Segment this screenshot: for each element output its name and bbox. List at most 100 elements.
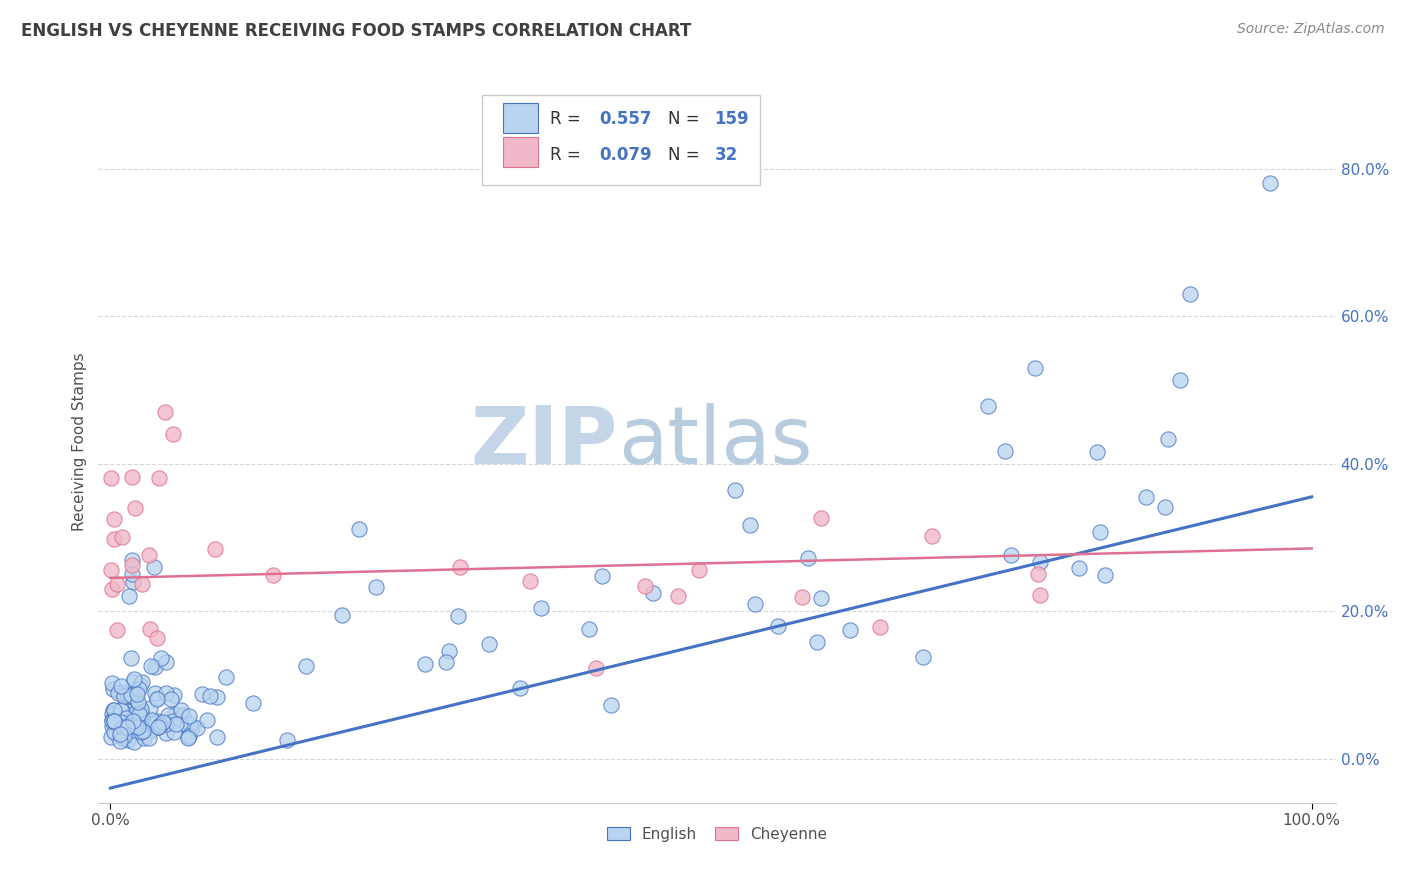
Point	[810, 511, 832, 525]
Point	[112, 719, 135, 733]
Point	[100, 719, 122, 733]
Point	[1000, 549, 1022, 563]
Text: 159: 159	[714, 110, 749, 128]
Point	[1088, 524, 1111, 539]
Point	[1168, 373, 1191, 387]
Point	[165, 717, 187, 731]
Point	[198, 690, 221, 704]
Point	[163, 688, 186, 702]
Point	[839, 623, 862, 637]
Text: N =: N =	[668, 145, 699, 164]
Point	[165, 706, 187, 721]
Point	[146, 631, 169, 645]
Point	[120, 651, 142, 665]
Point	[155, 725, 177, 739]
Point	[100, 707, 122, 722]
Point	[276, 733, 298, 747]
Point	[724, 483, 747, 497]
Point	[108, 727, 131, 741]
Point	[215, 670, 238, 684]
Point	[591, 569, 613, 583]
Point	[110, 703, 132, 717]
Point	[131, 720, 153, 734]
Point	[114, 711, 136, 725]
Point	[142, 560, 165, 574]
Point	[163, 725, 186, 739]
Point	[155, 655, 177, 669]
Point	[103, 512, 125, 526]
Point	[128, 706, 150, 721]
Point	[114, 726, 136, 740]
Point	[121, 714, 143, 728]
Point	[103, 714, 125, 728]
Point	[177, 731, 200, 746]
Point	[1157, 432, 1180, 446]
Point	[666, 590, 689, 604]
Point	[530, 601, 553, 615]
Point	[262, 568, 284, 582]
Point	[124, 718, 146, 732]
Point	[100, 730, 122, 744]
Y-axis label: Receiving Food Stamps: Receiving Food Stamps	[72, 352, 87, 531]
Point	[112, 690, 135, 704]
Point	[118, 590, 141, 604]
Point	[131, 577, 153, 591]
Point	[101, 582, 124, 597]
Point	[134, 719, 156, 733]
Point	[139, 658, 162, 673]
Point	[141, 713, 163, 727]
Point	[169, 716, 191, 731]
Point	[148, 471, 170, 485]
Point	[790, 591, 813, 605]
Point	[145, 714, 167, 728]
Point	[177, 709, 200, 723]
Point	[181, 721, 204, 735]
Point	[993, 443, 1015, 458]
Point	[1085, 445, 1108, 459]
Point	[100, 471, 122, 485]
Point	[124, 735, 146, 749]
Point	[127, 720, 149, 734]
Point	[103, 703, 125, 717]
Point	[117, 718, 139, 732]
Point	[143, 686, 166, 700]
Point	[162, 714, 184, 728]
Point	[156, 708, 179, 723]
Text: ZIP: ZIP	[471, 402, 619, 481]
Point	[179, 717, 201, 731]
FancyBboxPatch shape	[482, 95, 761, 185]
Point	[124, 501, 146, 516]
Point	[766, 619, 789, 633]
Point	[110, 716, 132, 731]
Point	[134, 715, 156, 730]
Point	[600, 698, 623, 712]
Point	[100, 563, 122, 577]
Point	[1024, 360, 1046, 375]
Point	[139, 622, 162, 636]
Point	[115, 723, 138, 737]
Point	[413, 657, 436, 672]
Point	[205, 730, 228, 744]
Point	[129, 710, 152, 724]
Point	[117, 689, 139, 703]
FancyBboxPatch shape	[503, 136, 537, 167]
Point	[159, 692, 181, 706]
Text: R =: R =	[550, 145, 581, 164]
Point	[112, 730, 135, 744]
Text: 32: 32	[714, 145, 738, 164]
Point	[121, 706, 143, 721]
Point	[977, 399, 1000, 413]
Legend: English, Cheyenne: English, Cheyenne	[599, 819, 835, 849]
Point	[643, 586, 665, 600]
Point	[120, 688, 142, 702]
Point	[578, 622, 600, 636]
Point	[110, 714, 132, 729]
Point	[155, 686, 177, 700]
Point	[122, 672, 145, 686]
Point	[437, 644, 460, 658]
Point	[146, 691, 169, 706]
Point	[738, 518, 761, 533]
Point	[1069, 561, 1091, 575]
Point	[138, 731, 160, 745]
Point	[152, 715, 174, 730]
